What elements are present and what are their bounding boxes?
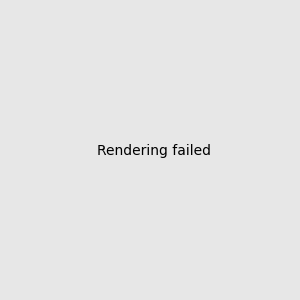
Text: Rendering failed: Rendering failed	[97, 145, 211, 158]
